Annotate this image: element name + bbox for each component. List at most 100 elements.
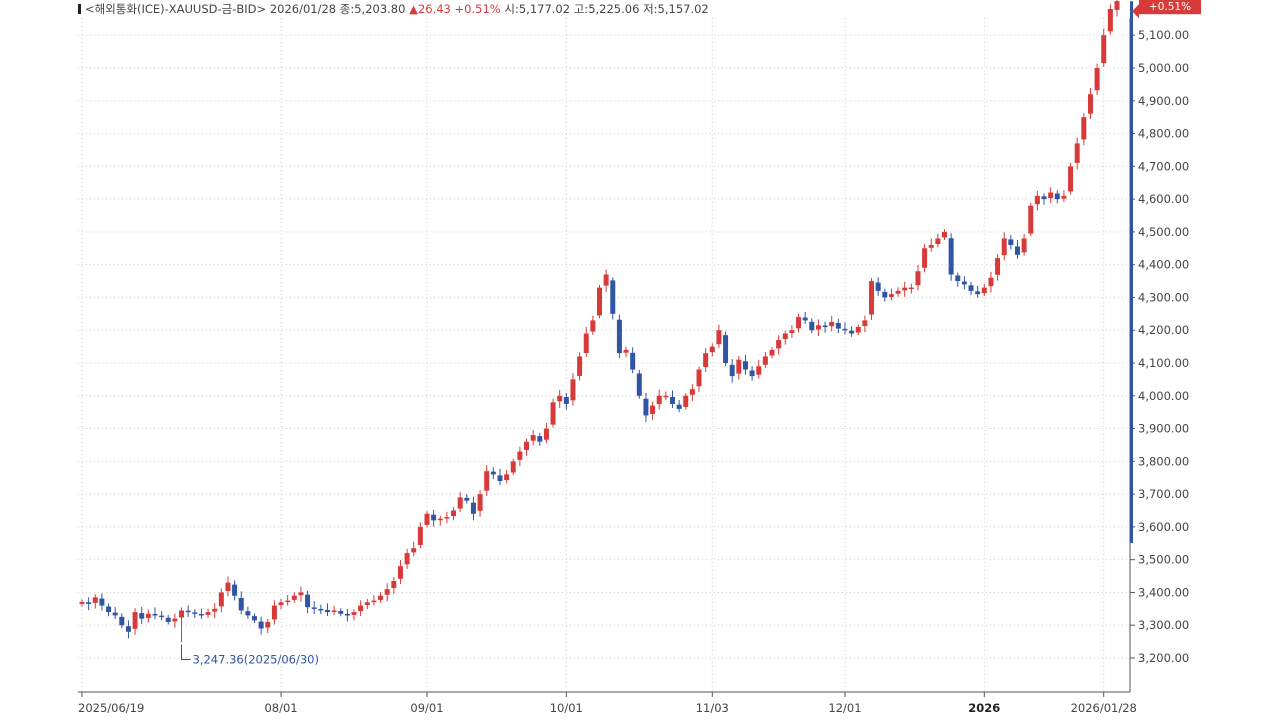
candle-body	[232, 584, 238, 596]
candle-body	[298, 592, 304, 596]
candle-body	[404, 553, 410, 565]
candle-body	[92, 597, 98, 603]
candle-body	[139, 613, 145, 619]
candle-body	[570, 379, 576, 401]
x-tick-label: 11/03	[696, 701, 729, 715]
y-tick-label: 3,600.00	[1138, 520, 1189, 534]
candle-body	[948, 238, 954, 275]
x-tick-label: 12/01	[828, 701, 861, 715]
candle-body	[610, 280, 616, 314]
last-change-label: +0.51%	[1149, 1, 1191, 13]
candle-body	[185, 610, 191, 613]
candle-body	[205, 612, 211, 615]
y-tick-label: 4,600.00	[1138, 192, 1189, 206]
candle-body	[1074, 143, 1080, 163]
candle-body	[888, 294, 894, 297]
x-tick-label: 09/01	[410, 701, 443, 715]
grid-lines	[78, 18, 1130, 692]
candle-body	[179, 610, 185, 618]
candle-body	[444, 517, 450, 519]
candle-body	[285, 600, 291, 603]
candle-body	[79, 601, 85, 604]
candle-body	[1021, 238, 1027, 253]
candle-body	[630, 352, 636, 370]
candle-body	[1081, 117, 1087, 140]
candle-body	[152, 613, 158, 616]
close-label: 종:	[339, 2, 355, 16]
candle-body	[391, 580, 397, 588]
candle-body	[172, 618, 178, 622]
candle-body	[530, 435, 536, 441]
candle-body	[119, 616, 125, 626]
candle-body	[324, 609, 330, 613]
candle-body	[577, 356, 583, 376]
chart-header: <해외통화(ICE)-XAUUSD-금-BID> 2026/01/28 종:5,…	[0, 0, 1130, 18]
candle-body	[271, 605, 277, 620]
y-tick-label: 4,900.00	[1138, 94, 1189, 108]
candle-body	[145, 613, 151, 618]
y-tick-label: 4,700.00	[1138, 159, 1189, 173]
candle-body	[1041, 196, 1047, 200]
candle-body	[245, 611, 251, 616]
high-label: 고:	[573, 2, 589, 16]
candle-body	[802, 317, 808, 321]
candle-body	[424, 513, 430, 525]
y-tick-label: 4,000.00	[1138, 389, 1189, 403]
candle-body	[855, 326, 861, 333]
y-tick-label: 4,300.00	[1138, 290, 1189, 304]
y-tick-label: 3,500.00	[1138, 553, 1189, 567]
candle-body	[437, 518, 443, 521]
candle-body	[165, 617, 171, 622]
min-marker-label: 3,247.36(2025/06/30)	[193, 652, 319, 666]
candle-body	[497, 475, 503, 481]
candle-body	[782, 333, 788, 340]
candle-body	[796, 317, 802, 329]
candle-body	[218, 592, 224, 607]
candle-body	[331, 610, 337, 612]
candle-body	[915, 271, 921, 286]
candle-body	[815, 325, 821, 330]
candle-body	[258, 621, 264, 629]
candle-body	[1034, 195, 1040, 205]
candle-body	[663, 395, 669, 398]
open-value: 5,177.02	[518, 2, 571, 16]
candle-body	[716, 330, 722, 345]
candle-body	[981, 287, 987, 294]
y-tick-label: 4,400.00	[1138, 258, 1189, 272]
y-tick-label: 5,100.00	[1138, 28, 1189, 42]
candle-body	[669, 397, 675, 404]
instrument-name: <해외통화(ICE)-XAUUSD-금-BID>	[85, 2, 267, 16]
y-tick-label: 4,100.00	[1138, 356, 1189, 370]
candle-body	[457, 497, 463, 509]
candle-body	[928, 245, 934, 248]
candle-body	[524, 441, 530, 451]
candle-body	[371, 600, 377, 603]
candle-body	[265, 621, 271, 628]
candle-body	[749, 370, 755, 377]
candles	[79, 0, 1120, 643]
candle-body	[895, 290, 901, 294]
candle-body	[351, 612, 357, 615]
candle-body	[431, 514, 437, 521]
candle-body	[869, 281, 875, 315]
candle-body	[829, 322, 835, 327]
candle-body	[968, 285, 974, 291]
candle-body	[935, 238, 941, 245]
candle-body	[1061, 195, 1067, 199]
candle-body	[849, 330, 855, 334]
candle-body	[484, 471, 490, 491]
candle-body	[597, 287, 602, 316]
candle-body	[776, 340, 782, 349]
candle-body	[988, 277, 994, 287]
candle-body	[470, 502, 476, 514]
x-tick-label: 2026	[968, 701, 1000, 715]
annotations: 5,203.80+0.51%5,225.06(2026/01/28)3,247.…	[181, 0, 1201, 666]
candle-body	[305, 594, 311, 608]
last-price-box	[1139, 0, 1201, 15]
candle-body	[192, 612, 198, 614]
series-marker-icon	[78, 4, 81, 14]
candle-body	[756, 366, 762, 375]
candle-body	[689, 389, 695, 395]
candle-body	[378, 595, 384, 600]
